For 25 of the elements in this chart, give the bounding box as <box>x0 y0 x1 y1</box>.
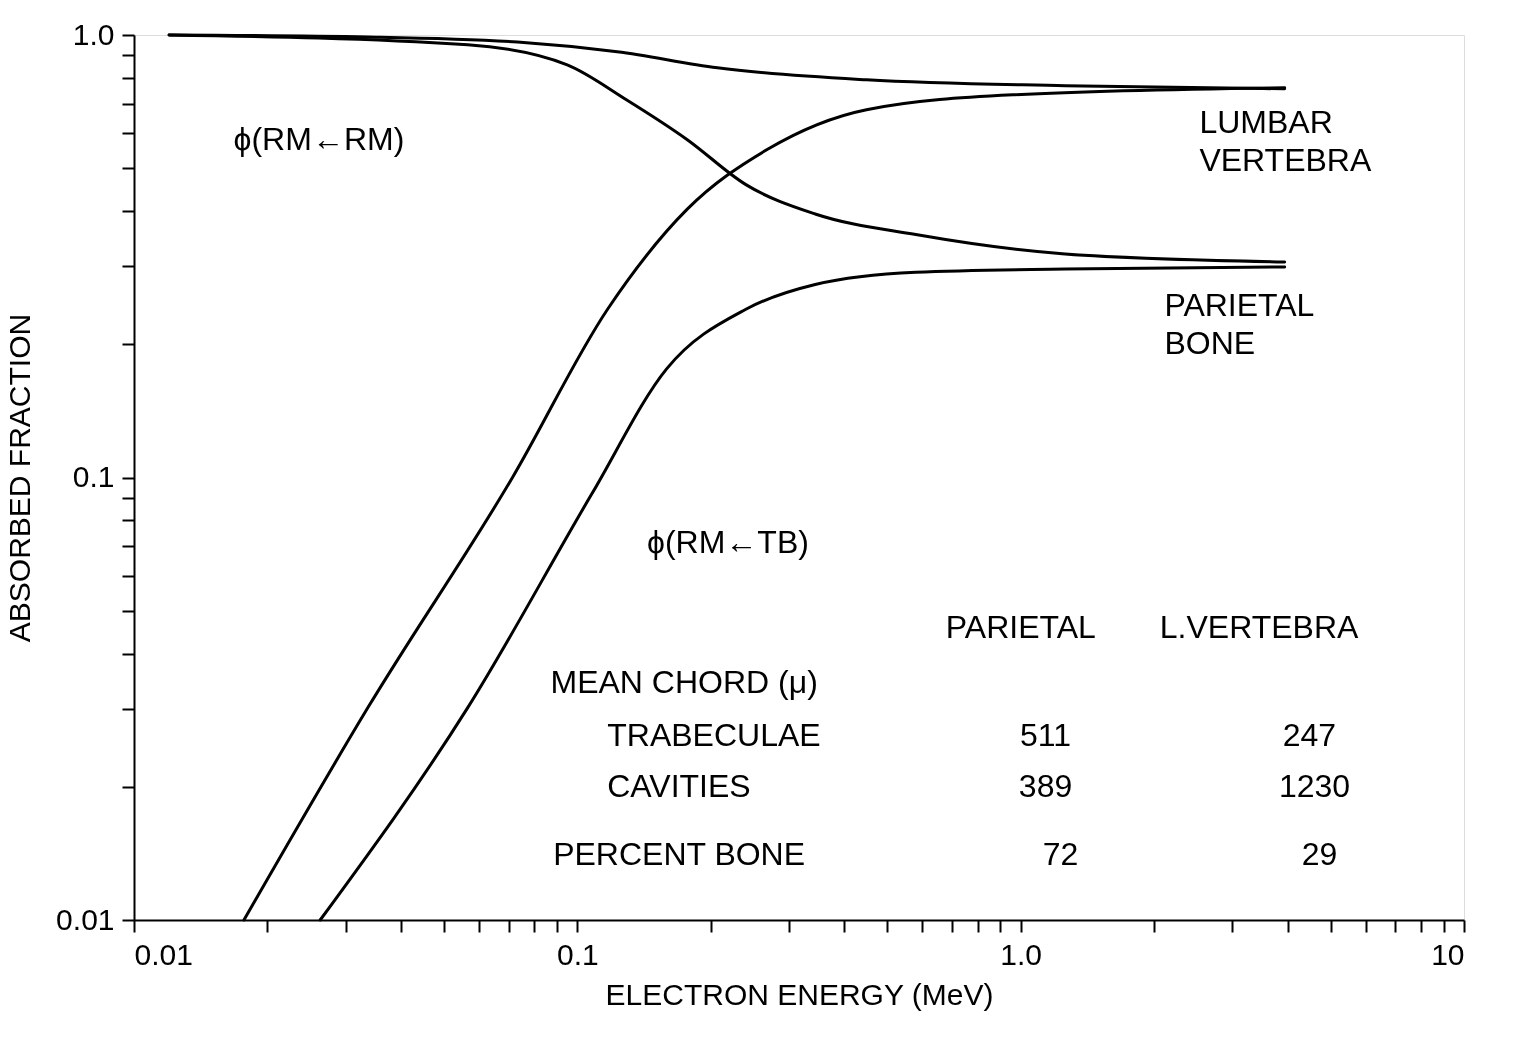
y-axis-title: ABSORBED FRACTION <box>3 313 37 643</box>
annotation: PERCENT BONE <box>553 836 806 873</box>
annotation: 72 <box>1042 836 1079 873</box>
annotation: 511 <box>1020 716 1072 753</box>
annotation: PARIETAL <box>945 608 1096 645</box>
annotation: TRABECULAE <box>607 716 821 753</box>
x-tick-label: 1.0 <box>1000 937 1043 971</box>
annotation: 389 <box>1018 768 1073 805</box>
y-tick-label: 0.01 <box>56 902 115 936</box>
annotation: PARIETAL BONE <box>1164 286 1315 361</box>
annotation: MEAN CHORD (μ) <box>550 663 818 700</box>
annotation: CAVITIES <box>607 768 751 805</box>
x-tick-label: 0.01 <box>134 937 193 971</box>
y-tick-label: 1.0 <box>72 17 115 51</box>
annotation: LUMBAR VERTEBRA <box>1199 103 1372 178</box>
y-tick-label: 0.1 <box>72 460 115 493</box>
annotation: 1230 <box>1278 768 1351 805</box>
annotation: ϕ(RM←TB) <box>647 524 809 561</box>
x-axis-title: ELECTRON ENERGY (MeV) <box>605 977 994 1011</box>
x-tick-label: 10 <box>1431 937 1465 971</box>
annotation: L.VERTEBRA <box>1159 608 1360 645</box>
annotation: ϕ(RM←RM) <box>233 120 405 157</box>
annotation: 247 <box>1282 716 1337 753</box>
x-tick-label: 0.1 <box>556 937 599 971</box>
annotation: 29 <box>1301 836 1338 873</box>
